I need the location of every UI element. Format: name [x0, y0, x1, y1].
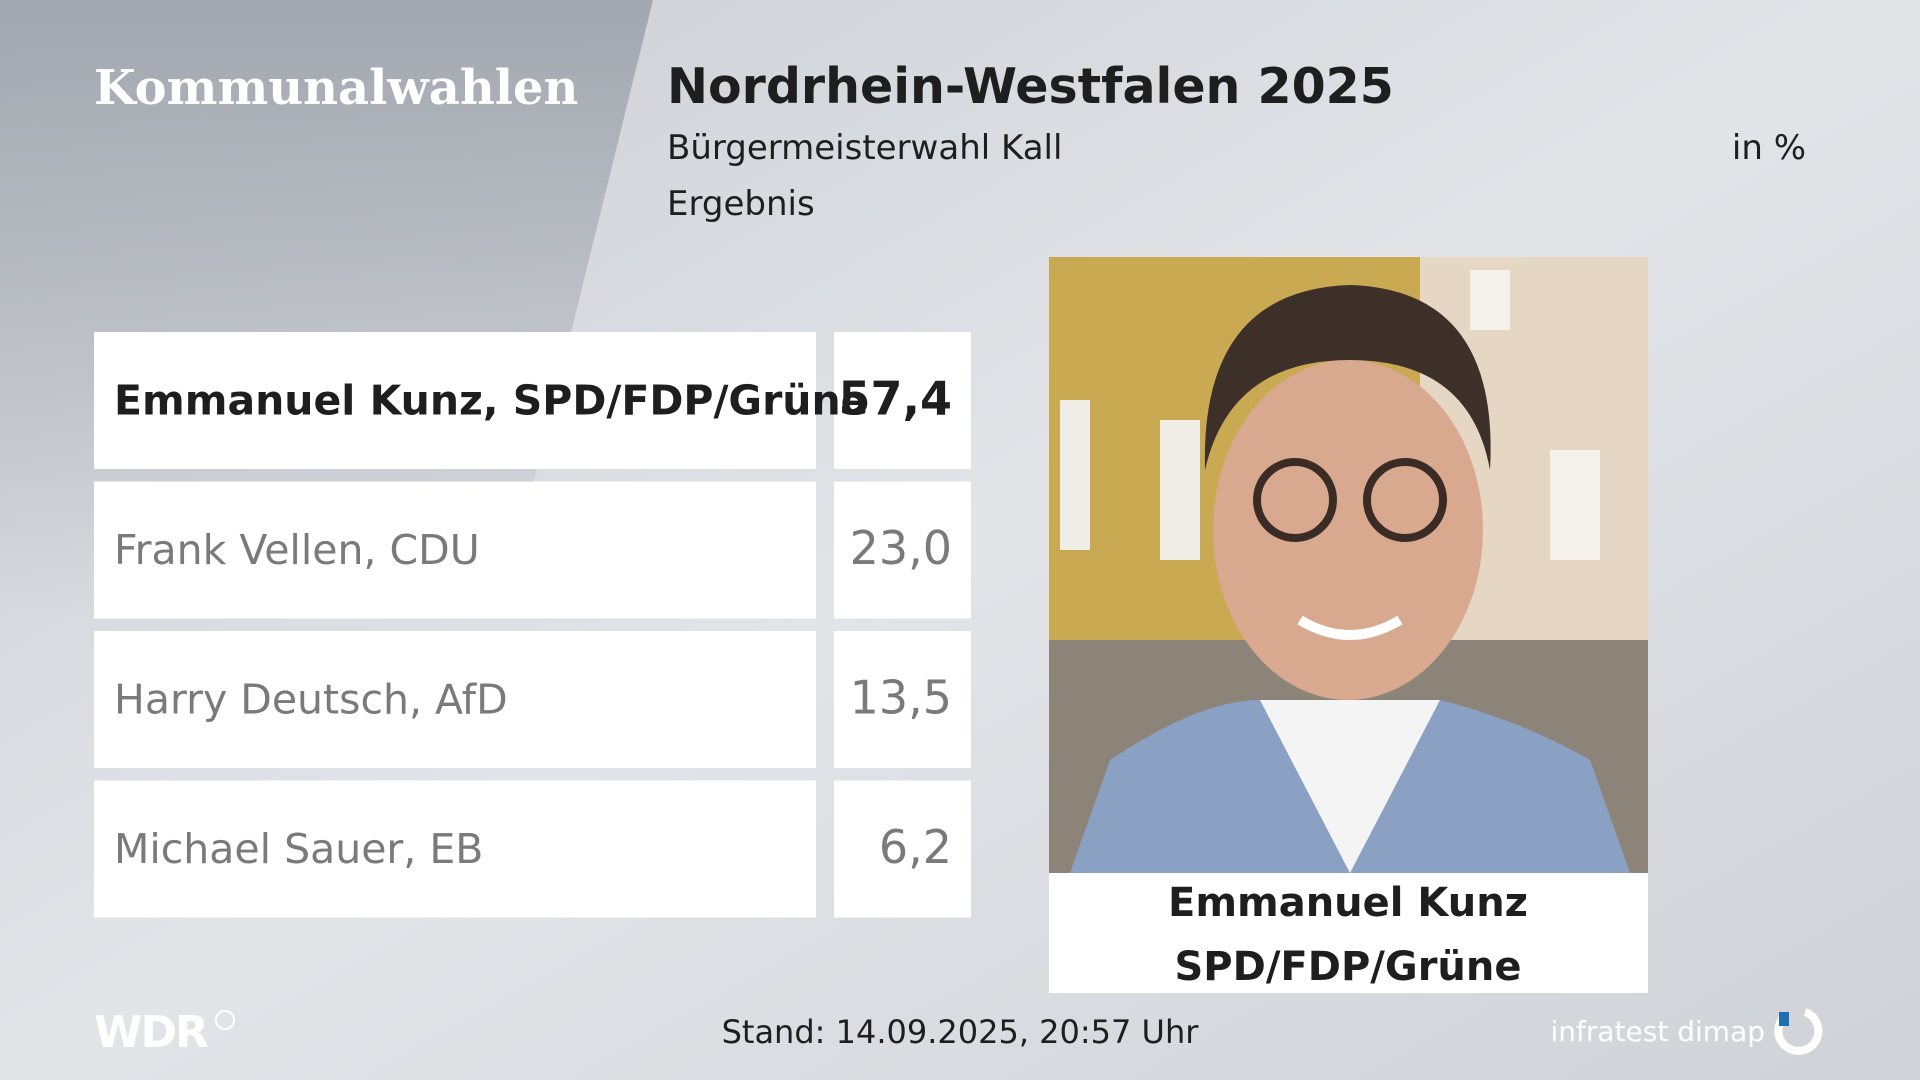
source-logo-accent: [1779, 1012, 1789, 1026]
value-cell: [834, 780, 971, 918]
caption-box: [1049, 873, 1648, 993]
photo-caption: Emmanuel Kunz: [1168, 880, 1528, 926]
vote-share: 13,5: [850, 671, 952, 725]
value-cell: [834, 631, 971, 768]
value-cell: [834, 481, 971, 619]
photo: [1049, 257, 1648, 873]
candidate-name: Harry Deutsch, AfD: [114, 676, 508, 724]
candidate-name: Frank Vellen, CDU: [114, 526, 480, 574]
vote-share: 6,2: [879, 820, 952, 874]
logo-mark: [215, 1010, 235, 1030]
source: infratest dimap: [1551, 1015, 1765, 1048]
name-cell: [94, 780, 816, 918]
photo-caption: SPD/FDP/Grüne: [1174, 944, 1521, 990]
source-logo: [1774, 1008, 1823, 1055]
candidate-name: Emmanuel Kunz, SPD/FDP/Grüne: [114, 377, 868, 425]
candidate-name: Michael Sauer, EB: [114, 825, 483, 873]
vote-share: 57,4: [839, 372, 953, 426]
name-cell: [94, 631, 816, 768]
result-label: Ergebnis: [667, 184, 815, 224]
timestamp: Stand: 14.09.2025, 20:57 Uhr: [722, 1013, 1200, 1051]
unit: in %: [1732, 128, 1806, 168]
name-cell: [94, 332, 816, 469]
subtitle: Bürgermeisterwahl Kall: [667, 128, 1062, 168]
section-title: Kommunalwahlen: [94, 60, 578, 116]
vote-share: 23,0: [850, 521, 952, 575]
name-cell: [94, 481, 816, 619]
title: Nordrhein-Westfalen 2025: [667, 58, 1394, 115]
value-cell: [834, 332, 971, 469]
broadcaster-logo: WDR: [94, 1007, 208, 1058]
